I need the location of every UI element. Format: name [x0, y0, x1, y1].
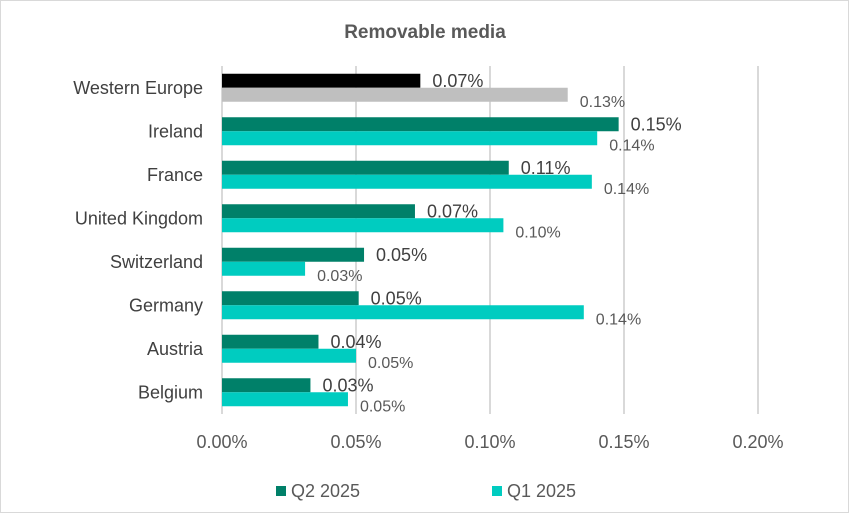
x-tick-label: 0.00% — [196, 432, 247, 452]
bar-q1-2025 — [222, 392, 348, 407]
category-label: Ireland — [148, 121, 203, 141]
data-label: 0.05% — [376, 245, 427, 265]
x-tick-label: 0.05% — [330, 432, 381, 452]
data-label: 0.14% — [596, 311, 641, 328]
bar-q1-2025 — [222, 305, 584, 320]
bar-q2-2025 — [222, 160, 509, 175]
data-label: 0.13% — [580, 94, 625, 111]
data-label: 0.07% — [427, 201, 478, 221]
data-label: 0.05% — [360, 398, 405, 415]
legend: Q2 2025 Q1 2025 — [276, 481, 576, 501]
bar-q2-2025 — [222, 247, 365, 262]
bar-q1-2025 — [222, 261, 306, 276]
category-label: United Kingdom — [75, 208, 203, 228]
data-label: 0.11% — [521, 158, 571, 178]
legend-label: Q2 2025 — [291, 481, 360, 501]
bar-q2-2025 — [222, 291, 359, 306]
category-label: Belgium — [138, 382, 203, 402]
data-label: 0.07% — [432, 71, 483, 91]
bar-q1-2025 — [222, 348, 356, 363]
data-label: 0.14% — [604, 181, 649, 198]
legend-swatch — [492, 486, 502, 496]
x-tick-label: 0.20% — [732, 432, 783, 452]
category-labels: Western Europe Ireland France United Kingdo… — [73, 78, 204, 403]
x-axis-ticks: 0.00% 0.05% 0.10% 0.15% 0.20% — [196, 432, 783, 452]
bars: 0.07% 0.13% 0.15% 0.14% 0.11% 0.14% 0.07% 0.10%… — [222, 71, 682, 415]
bar-q2-2025 — [222, 378, 311, 393]
x-tick-label: 0.15% — [598, 432, 649, 452]
category-label: France — [147, 165, 203, 185]
bar-q1-2025 — [222, 174, 592, 189]
bar-q2-2025 — [222, 117, 619, 132]
chart-title: Removable media — [344, 22, 506, 43]
bar-q2-2025 — [222, 204, 415, 219]
data-label: 0.04% — [330, 332, 381, 352]
bar-q2-2025 — [222, 73, 421, 88]
legend-swatch — [276, 486, 286, 496]
data-label: 0.03% — [317, 268, 362, 285]
category-label: Austria — [147, 339, 204, 359]
bar-q2-2025 — [222, 334, 319, 349]
category-label: Western Europe — [73, 78, 203, 98]
bar-q1-2025 — [222, 218, 504, 233]
data-label: 0.14% — [609, 137, 654, 154]
bar-q1-2025 — [222, 131, 598, 146]
data-label: 0.03% — [322, 375, 373, 395]
data-label: 0.05% — [368, 355, 413, 372]
data-label: 0.10% — [515, 224, 560, 241]
category-label: Switzerland — [110, 252, 203, 272]
x-tick-label: 0.10% — [464, 432, 515, 452]
bar-q1-2025 — [222, 87, 568, 102]
category-label: Germany — [129, 295, 203, 315]
data-label: 0.15% — [631, 114, 682, 134]
data-label: 0.05% — [371, 288, 422, 308]
legend-label: Q1 2025 — [507, 481, 576, 501]
